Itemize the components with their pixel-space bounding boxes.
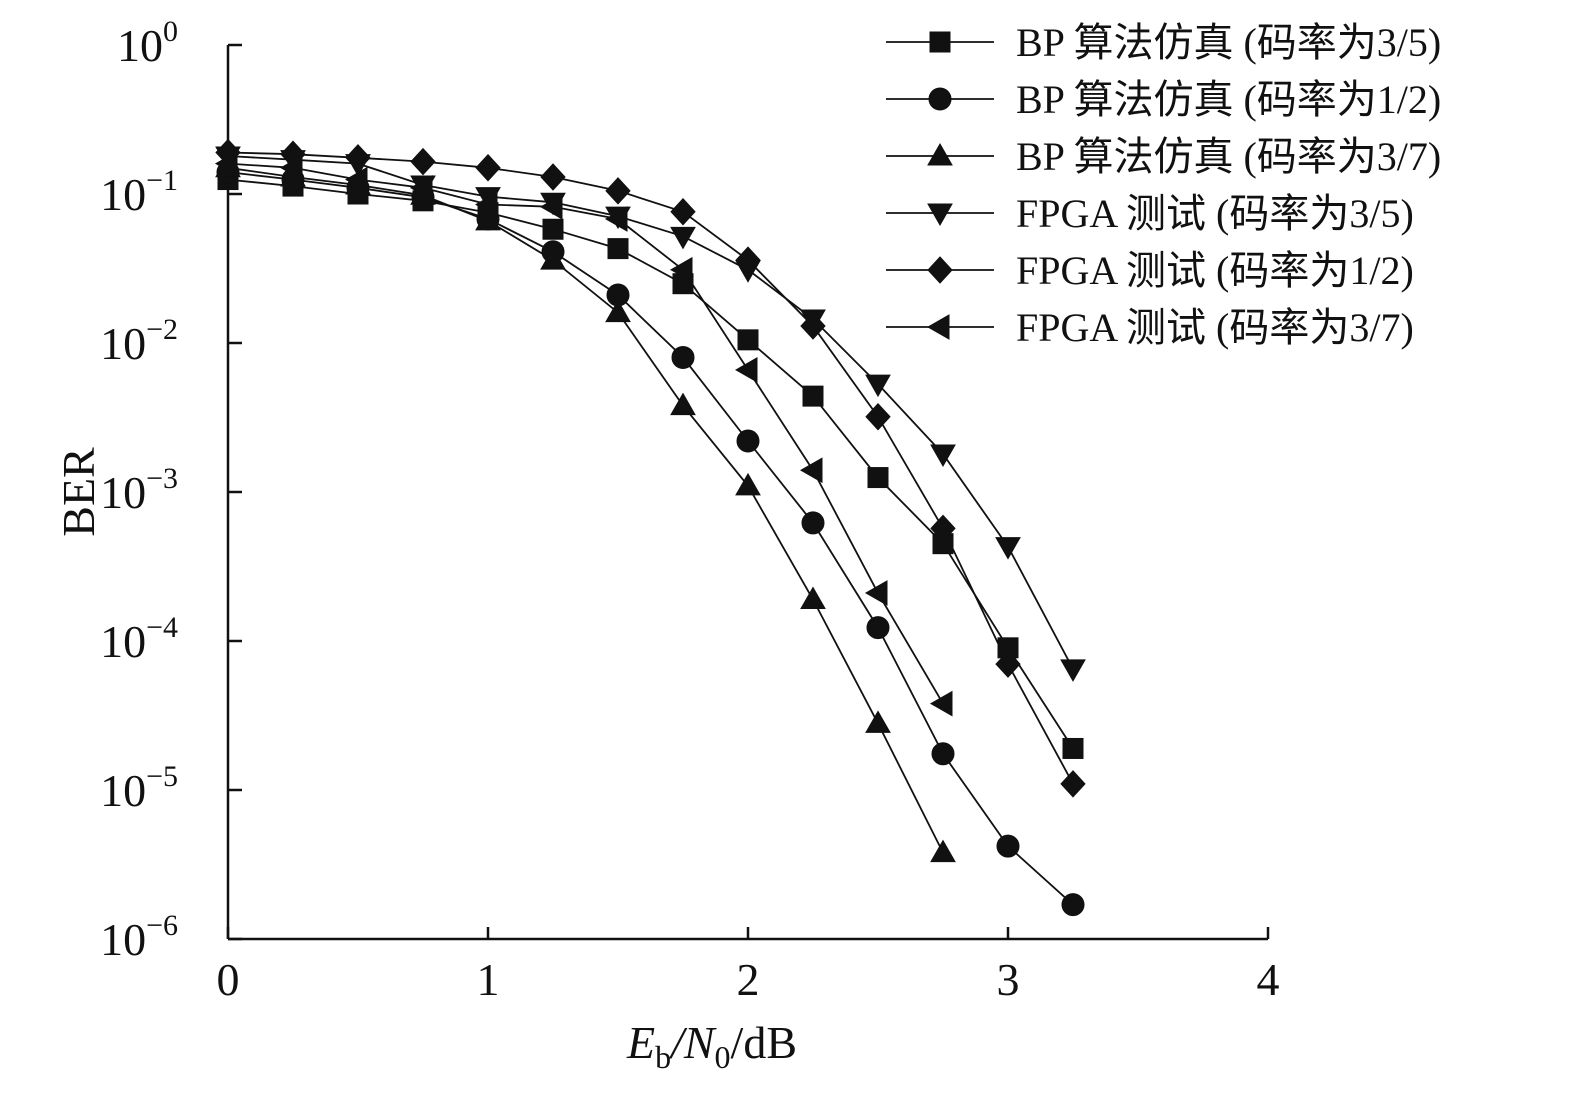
data-point [802,512,824,534]
legend-marker [930,32,950,52]
x-tick-label: 3 [997,954,1020,1005]
data-point [606,178,630,204]
legend-marker [928,144,952,165]
data-point [608,239,628,259]
data-point [543,219,563,239]
data-point [866,404,890,430]
data-point [997,835,1019,857]
y-tick-base: 10 [100,169,146,220]
series-5 [216,139,1085,796]
x-tick-label: 1 [477,954,500,1005]
y-tick-base: 10 [117,20,163,71]
series-3 [216,156,955,862]
legend-item: BP 算法仿真 (码率为3/5) [886,20,1441,65]
data-point [1063,738,1083,758]
data-point [932,743,954,765]
legend-label: BP 算法仿真 (码率为3/7) [1016,134,1441,179]
y-tick-exponent: −6 [146,909,178,942]
x-axis-title-sub2: 0 [715,1039,731,1075]
y-tick-exponent: −1 [146,164,178,197]
legend-item: BP 算法仿真 (码率为3/7) [886,134,1441,179]
y-tick-exponent: −2 [146,313,178,346]
series-line [228,153,1073,784]
data-point [736,474,760,495]
legend-item: BP 算法仿真 (码率为1/2) [886,77,1441,122]
x-axis-title-mid: /N [668,1017,717,1068]
data-point [476,155,500,181]
y-tick-label: 10−5 [100,760,178,816]
series-line [228,168,943,853]
legend-item: FPGA 测试 (码率为3/7) [886,305,1414,350]
y-tick-exponent: 0 [163,15,178,48]
x-axis-title: Eb/N0/dB [626,1017,797,1075]
series-1 [218,170,1083,759]
y-tick-label: 10−6 [100,909,178,965]
data-point [868,468,888,488]
y-tick-exponent: −3 [146,462,178,495]
y-tick-label: 10−4 [100,611,178,667]
x-tick-label: 0 [217,954,240,1005]
series-4 [216,147,1085,681]
data-point [1062,894,1084,916]
x-tick-label: 2 [737,954,760,1005]
data-point [931,445,955,466]
data-point [801,587,825,608]
data-point [1061,771,1085,797]
data-point [738,330,758,350]
x-axis-title-base: E [626,1017,655,1068]
data-point [803,386,823,406]
data-point [736,358,757,382]
legend-marker [928,257,952,283]
legend-label: BP 算法仿真 (码率为1/2) [1016,77,1441,122]
y-tick-exponent: −5 [146,760,178,793]
data-point [996,538,1020,559]
y-tick-label: 100 [117,15,178,71]
y-tick-base: 10 [100,914,146,965]
x-axis-title-sub1: b [655,1039,671,1075]
legend-item: FPGA 测试 (码率为3/5) [886,191,1414,236]
y-tick-exponent: −4 [146,611,178,644]
data-point [801,458,822,482]
series-layer [216,139,1085,915]
x-axis-title-tail: /dB [731,1017,797,1068]
data-point [931,692,952,716]
data-point [671,227,695,248]
data-point [931,841,955,862]
legend-marker [928,204,952,225]
series-line [228,164,943,704]
legend-label: FPGA 测试 (码率为1/2) [1016,248,1414,293]
legend-item: FPGA 测试 (码率为1/2) [886,248,1414,293]
y-tick-base: 10 [100,765,146,816]
legend-label: FPGA 测试 (码率为3/7) [1016,305,1414,350]
data-point [866,581,887,605]
y-tick-base: 10 [100,318,146,369]
data-point [737,430,759,452]
y-axis-title: BER [53,447,104,537]
legend-label: FPGA 测试 (码率为3/5) [1016,191,1414,236]
data-point [672,346,694,368]
series-2 [217,161,1084,915]
legend: BP 算法仿真 (码率为3/5) BP 算法仿真 (码率为1/2) BP 算法仿真 … [886,20,1441,350]
data-point [541,164,565,190]
y-tick-base: 10 [100,467,146,518]
data-point [671,394,695,415]
y-tick-base: 10 [100,616,146,667]
series-line [228,156,1073,669]
legend-label: BP 算法仿真 (码率为3/5) [1016,20,1441,65]
data-point [411,149,435,175]
series-6 [216,152,952,716]
y-tick-label: 10−2 [100,313,178,369]
legend-marker [929,88,951,110]
legend-marker [928,315,949,339]
data-point [1061,660,1085,681]
x-tick-label: 4 [1257,954,1280,1005]
y-tick-label: 10−3 [100,462,178,518]
data-point [866,711,890,732]
y-tick-label: 10−1 [100,164,178,220]
data-point [671,199,695,225]
data-point [867,617,889,639]
